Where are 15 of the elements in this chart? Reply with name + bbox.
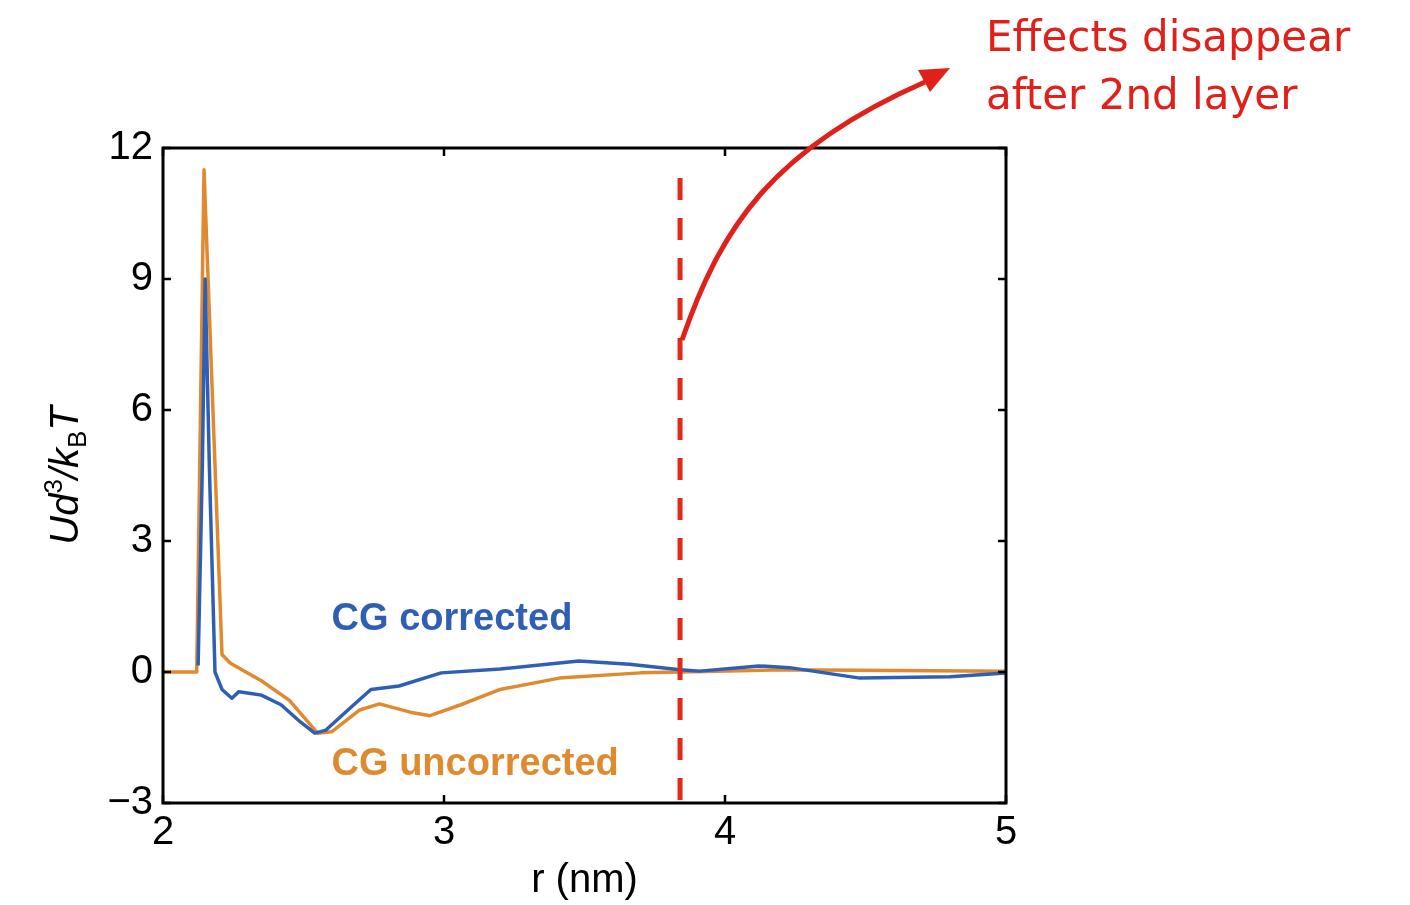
- y-tick-label: 3: [130, 516, 153, 561]
- y-tick-label: 6: [130, 385, 153, 430]
- x-tick-label: 2: [151, 808, 175, 853]
- series-label: CG uncorrected: [331, 741, 619, 783]
- y-tick-label: 0: [130, 647, 153, 692]
- x-tick-label: 4: [713, 808, 737, 853]
- series-label: CG corrected: [331, 596, 573, 638]
- x-tick-label: 5: [994, 808, 1018, 853]
- y-tick-label: 12: [108, 123, 153, 168]
- y-tick-label: 9: [130, 254, 153, 299]
- x-tick-label: 3: [432, 808, 456, 853]
- x-axis-title: r (nm): [531, 856, 638, 901]
- y-axis-title: Ud3/kBT: [38, 403, 92, 545]
- y-tick-label: −3: [107, 778, 153, 823]
- text: Effects disappear after 2nd layer: [986, 11, 1352, 121]
